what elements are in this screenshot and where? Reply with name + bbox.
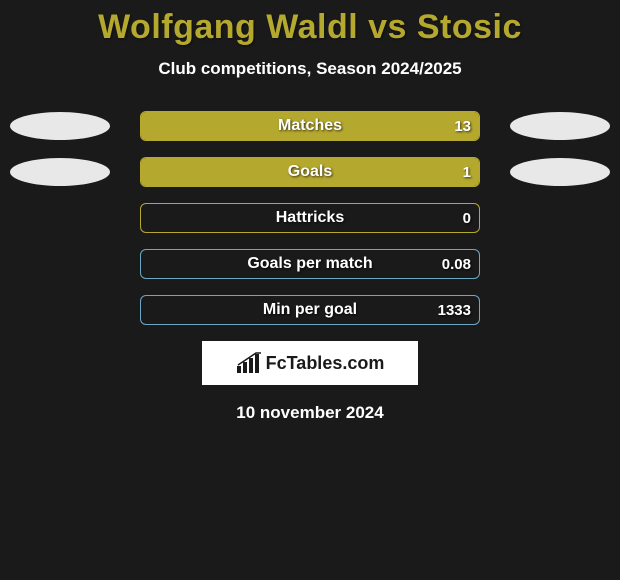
stat-bar: Hattricks0 — [140, 203, 480, 233]
stat-bar-fill-right — [141, 158, 479, 186]
stat-label: Min per goal — [141, 296, 479, 324]
stat-row: Hattricks0 — [0, 203, 620, 233]
player-marker-right — [510, 158, 610, 186]
stat-row: Goals per match0.08 — [0, 249, 620, 279]
stat-bar: Goals per match0.08 — [140, 249, 480, 279]
comparison-infographic: Wolfgang Waldl vs Stosic Club competitio… — [0, 0, 620, 423]
player-marker-right — [510, 112, 610, 140]
player-marker-left — [10, 158, 110, 186]
page-subtitle: Club competitions, Season 2024/2025 — [0, 59, 620, 79]
stat-label: Goals per match — [141, 250, 479, 278]
stat-rows: Matches13 Goals1 Hattricks0 Goals per match… — [0, 111, 620, 325]
bar-chart-icon — [236, 352, 262, 374]
stat-row: Goals1 — [0, 157, 620, 187]
date-label: 10 november 2024 — [0, 403, 620, 423]
stat-bar: Matches13 — [140, 111, 480, 141]
stat-value-right: 1333 — [438, 296, 471, 324]
stat-label: Hattricks — [141, 204, 479, 232]
stat-bar: Min per goal1333 — [140, 295, 480, 325]
brand-badge: FcTables.com — [202, 341, 418, 385]
page-title: Wolfgang Waldl vs Stosic — [0, 8, 620, 47]
stat-bar-fill-right — [141, 112, 479, 140]
stat-value-right: 0.08 — [442, 250, 471, 278]
stat-row: Min per goal1333 — [0, 295, 620, 325]
stat-row: Matches13 — [0, 111, 620, 141]
stat-value-right: 0 — [463, 204, 471, 232]
player-marker-left — [10, 112, 110, 140]
stat-bar: Goals1 — [140, 157, 480, 187]
brand-label: FcTables.com — [266, 353, 385, 374]
